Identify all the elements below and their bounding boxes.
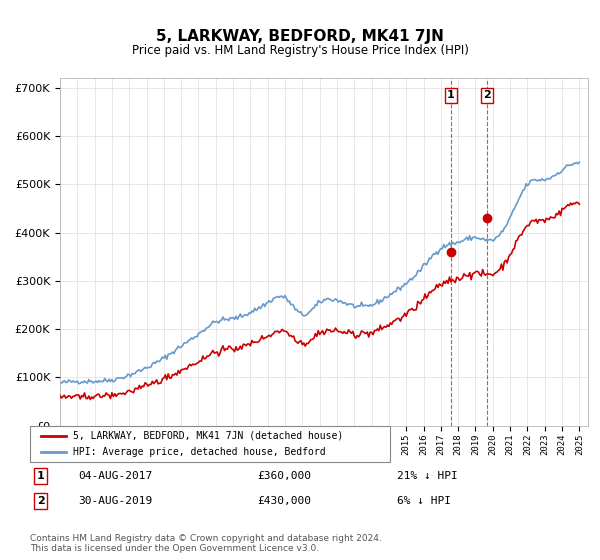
Text: 1: 1 xyxy=(447,90,455,100)
Text: HPI: Average price, detached house, Bedford: HPI: Average price, detached house, Bedf… xyxy=(73,447,326,457)
Text: 2: 2 xyxy=(37,496,44,506)
Text: 2: 2 xyxy=(483,90,491,100)
Text: £360,000: £360,000 xyxy=(257,471,311,481)
Text: 30-AUG-2019: 30-AUG-2019 xyxy=(79,496,153,506)
Text: 04-AUG-2017: 04-AUG-2017 xyxy=(79,471,153,481)
Text: 21% ↓ HPI: 21% ↓ HPI xyxy=(397,471,458,481)
Text: Price paid vs. HM Land Registry's House Price Index (HPI): Price paid vs. HM Land Registry's House … xyxy=(131,44,469,57)
Text: 5, LARKWAY, BEDFORD, MK41 7JN (detached house): 5, LARKWAY, BEDFORD, MK41 7JN (detached … xyxy=(73,431,343,441)
Text: £430,000: £430,000 xyxy=(257,496,311,506)
Text: 1: 1 xyxy=(37,471,44,481)
Text: Contains HM Land Registry data © Crown copyright and database right 2024.
This d: Contains HM Land Registry data © Crown c… xyxy=(30,534,382,553)
Text: 6% ↓ HPI: 6% ↓ HPI xyxy=(397,496,451,506)
FancyBboxPatch shape xyxy=(30,426,390,462)
Text: 5, LARKWAY, BEDFORD, MK41 7JN: 5, LARKWAY, BEDFORD, MK41 7JN xyxy=(156,29,444,44)
